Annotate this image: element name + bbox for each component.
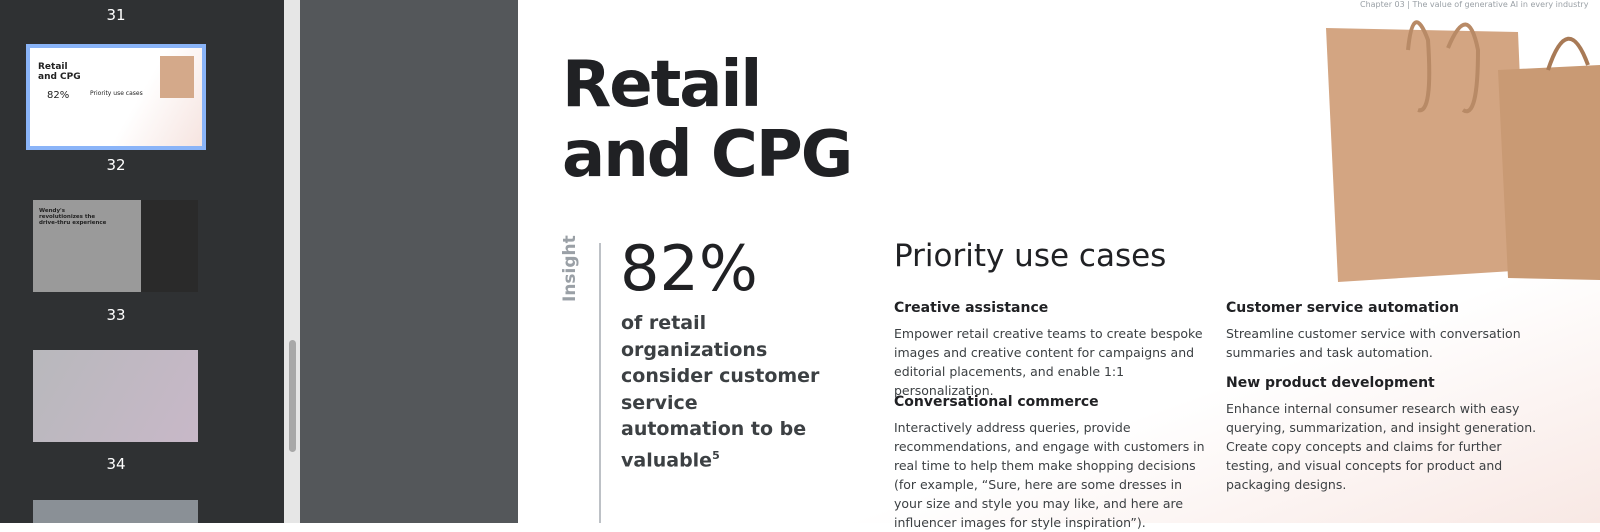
use-case: Customer service automation Streamline c… (1226, 300, 1546, 362)
stat-description: of retail organizations consider custome… (621, 312, 820, 471)
use-case-title: Creative assistance (894, 300, 1049, 316)
scrollbar[interactable] (284, 0, 300, 523)
title-line: and CPG (562, 118, 853, 192)
footnote: 5 (712, 448, 720, 462)
use-case-text: Streamline customer service with convers… (1226, 326, 1521, 360)
use-case-title: Customer service automation (1226, 300, 1459, 316)
thumb-stat: 82% (47, 90, 70, 101)
page-number: 32 (106, 156, 126, 174)
use-case: New product development Enhance internal… (1226, 375, 1546, 494)
thumbnail-page: Retail and CPG 82% Priority use cases (30, 48, 202, 146)
use-case-title: New product development (1226, 375, 1435, 391)
title-line: Retail (562, 48, 762, 122)
divider (599, 243, 601, 523)
stat-text: of retail organizations consider custome… (621, 310, 821, 473)
use-case: Creative assistance Empower retail creat… (894, 300, 1212, 400)
use-case-text: Empower retail creative teams to create … (894, 326, 1203, 398)
page-number: 33 (106, 306, 126, 324)
use-case-text: Enhance internal consumer research with … (1226, 401, 1537, 492)
stat: 82% (620, 232, 758, 305)
use-case-text: Interactively address queries, provide r… (894, 420, 1205, 530)
thumb-title: Retail and CPG (38, 62, 81, 82)
thumb-image (160, 56, 194, 98)
page-number: 34 (106, 455, 126, 473)
viewer-gutter (300, 0, 518, 523)
thumbnail[interactable] (33, 350, 198, 442)
section-title: Priority use cases (894, 238, 1167, 274)
scroll-thumb[interactable] (289, 340, 296, 452)
thumbnail[interactable]: Wendy's revolutionizes the drive-thru ex… (33, 200, 198, 292)
use-case: Conversational commerce Interactively ad… (894, 394, 1212, 532)
thumbnail[interactable] (33, 500, 198, 523)
sidebar: 31 Retail and CPG 82% Priority use cases… (0, 0, 284, 523)
thumb-title: Wendy's revolutionizes the drive-thru ex… (39, 208, 107, 226)
page-number: 31 (106, 6, 126, 24)
shopping-bags-image (1326, 20, 1600, 282)
page-header: Chapter 03 | The value of generative AI … (1360, 0, 1589, 9)
page-title: Retail and CPG (562, 48, 853, 192)
use-case-title: Conversational commerce (894, 394, 1099, 410)
thumb-panel (141, 200, 198, 292)
pdf-page: Chapter 03 | The value of generative AI … (518, 0, 1600, 530)
insight-label: Insight (560, 235, 580, 302)
thumb-heading: Priority use cases (90, 90, 143, 97)
thumbnail[interactable]: Retail and CPG 82% Priority use cases (26, 44, 206, 150)
